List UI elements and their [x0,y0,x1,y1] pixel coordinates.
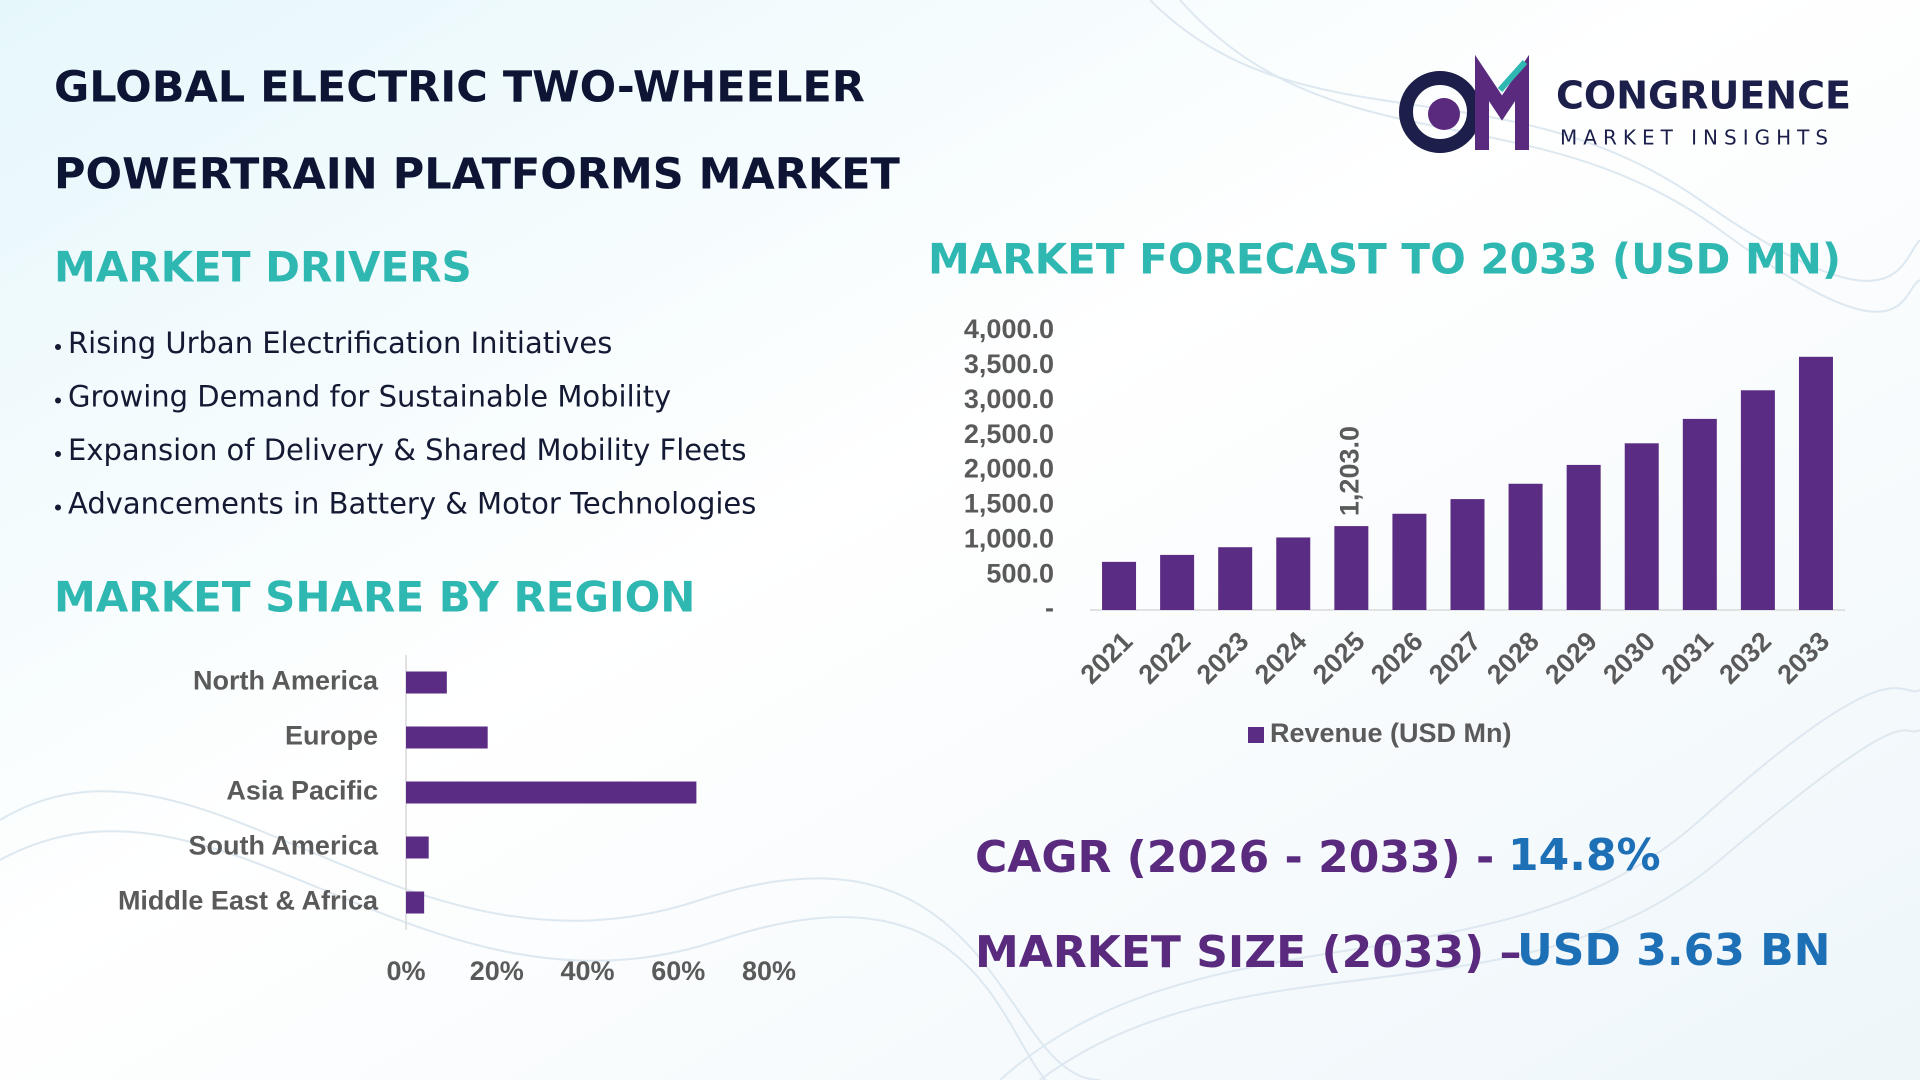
driver-item: Rising Urban Electrification Initiatives [68,326,612,360]
drivers-list: Rising Urban Electrification Initiatives… [55,326,756,521]
data-label: 1,203.0 [1334,426,1364,516]
driver-item: Advancements in Battery & Motor Technolo… [68,487,756,521]
y-tick-label: 3,500.0 [964,349,1054,379]
page-title-line: GLOBAL ELECTRIC TWO-WHEELER [54,63,865,113]
y-tick-label: 500.0 [986,558,1054,588]
bar [1334,526,1369,610]
y-tick-label: North America [193,666,379,696]
y-tick-label: Europe [285,721,378,751]
section-title: MARKET DRIVERS [54,243,472,292]
logo-mark [1475,54,1529,150]
bar [406,781,697,804]
chart-title: MARKET FORECAST TO 2033 (USD MN) [928,235,1841,284]
logo-mark [1428,98,1460,130]
driver-item: Growing Demand for Sustainable Mobility [68,380,671,414]
y-tick-label: Middle East & Africa [118,886,379,916]
logo-tagline: MARKET INSIGHTS [1560,126,1834,150]
logo: CONGRUENCE MARKET INSIGHTS [1399,54,1851,153]
bar [406,836,429,859]
bar [1276,537,1311,610]
kpi-value: USD 3.63 BN [1517,925,1831,976]
y-tick-label: 2,000.0 [964,454,1054,484]
bar [1624,443,1659,610]
bar [1450,499,1485,610]
kpi-label: MARKET SIZE (2033) – [975,927,1522,978]
bullet-dot [55,344,61,350]
driver-item: Expansion of Delivery & Shared Mobility … [68,433,746,467]
bullet-dot [55,451,61,457]
bar [1566,464,1601,610]
x-tick-label: 60% [651,956,705,986]
bar [1798,356,1833,610]
y-tick-label: South America [188,831,379,861]
y-tick-label: - [1045,593,1054,623]
logo-mark [1497,60,1528,92]
y-tick-label: 3,000.0 [964,384,1054,414]
y-tick-label: 1,500.0 [964,489,1054,519]
x-tick-label: 40% [560,956,614,986]
x-tick-label: 0% [386,956,425,986]
x-tick-label: 20% [470,956,524,986]
bar [1160,554,1195,610]
y-tick-label: 4,000.0 [964,314,1054,344]
y-tick-label: 2,500.0 [964,419,1054,449]
logo-mark [1399,71,1481,153]
bar [1740,390,1775,610]
y-tick-label: 1,000.0 [964,523,1054,553]
chart-title: MARKET SHARE BY REGION [54,573,695,622]
page-title-line: POWERTRAIN PLATFORMS MARKET [54,150,901,200]
bar [406,726,488,749]
x-tick-label: 80% [742,956,796,986]
bar [1508,483,1543,610]
bar [1218,547,1253,610]
bar [406,891,425,914]
logo-name: CONGRUENCE [1556,74,1851,118]
bar [1392,513,1427,610]
bullet-dot [55,397,61,404]
y-tick-label: Asia Pacific [226,776,378,806]
kpi-label: CAGR (2026 - 2033) - [975,832,1494,883]
bullet-dot [55,504,61,511]
bar [406,671,447,694]
legend-label: Revenue (USD Mn) [1270,718,1512,748]
bar [1102,561,1137,610]
legend-swatch [1248,727,1264,743]
bar [1682,418,1717,610]
kpi-value: 14.8% [1508,830,1661,881]
